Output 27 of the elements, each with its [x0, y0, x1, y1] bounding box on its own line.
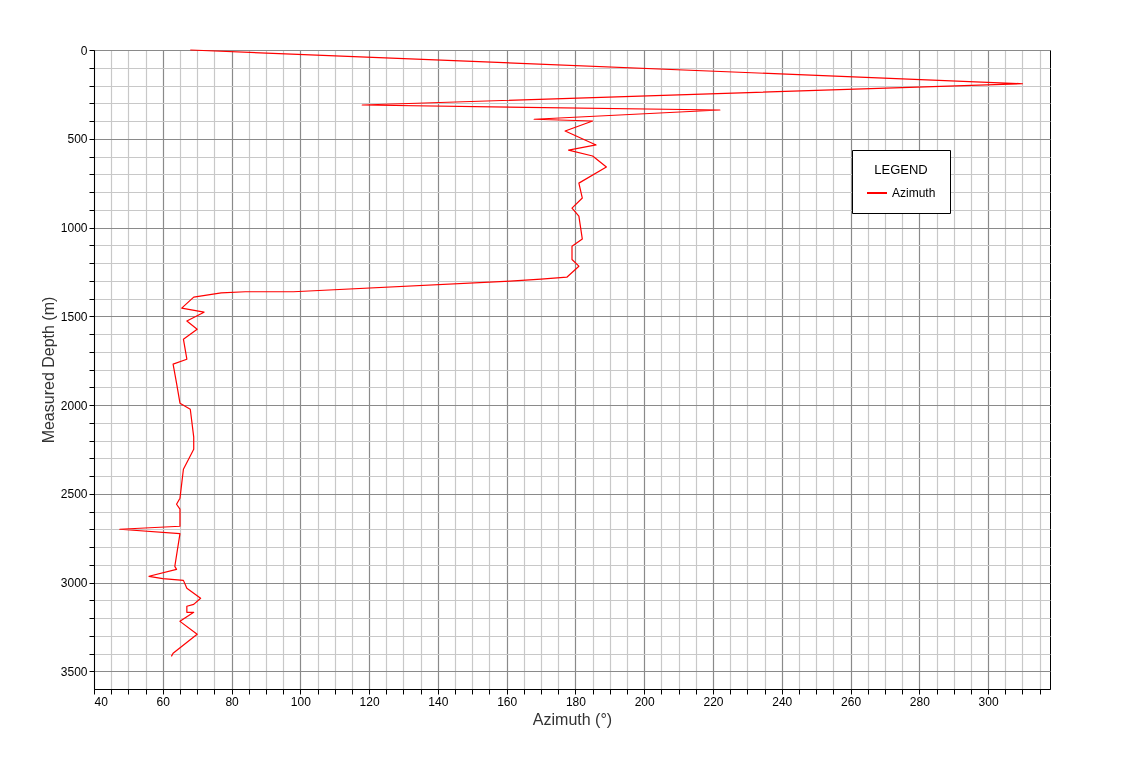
- x-tick-label: 280: [909, 694, 931, 709]
- x-tick-label: 60: [156, 694, 171, 709]
- y-axis-title: Measured Depth (m): [39, 296, 57, 444]
- x-tick-label: 160: [497, 694, 518, 709]
- x-axis-title: Azimuth (°): [532, 710, 613, 728]
- y-tick-label: 3500: [60, 664, 88, 679]
- y-tick-label: 1500: [60, 309, 88, 324]
- x-tick-label: 220: [703, 694, 724, 709]
- y-tick-label: 2500: [60, 487, 88, 502]
- x-tick-label: 120: [359, 694, 380, 709]
- line-series: [119, 49, 1024, 657]
- x-tick-label: 180: [565, 694, 587, 709]
- x-tick-label: 100: [290, 694, 312, 709]
- y-tick-label: 3000: [60, 576, 88, 590]
- y-tick-label: 500: [67, 132, 88, 147]
- x-tick-label: 40: [94, 694, 109, 709]
- legend-label: Azimuth: [892, 186, 936, 200]
- x-tick-label: 80: [225, 694, 240, 709]
- x-tick-label: 140: [428, 694, 449, 709]
- y-tick-label: 2000: [60, 398, 88, 413]
- y-tick-label: 0: [80, 43, 88, 58]
- x-tick-label: 260: [841, 694, 862, 709]
- y-tick-label: 1000: [60, 221, 88, 235]
- x-tick-label: 300: [978, 694, 999, 709]
- x-tick-label: 200: [634, 694, 656, 709]
- x-tick-label: 240: [772, 694, 793, 709]
- legend-title: LEGEND: [874, 162, 928, 177]
